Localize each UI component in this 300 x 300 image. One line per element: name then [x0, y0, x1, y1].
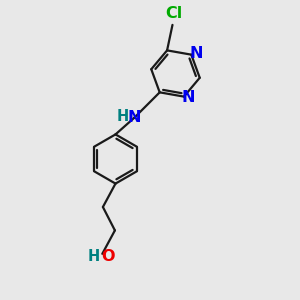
Text: H: H	[117, 109, 129, 124]
Text: N: N	[189, 46, 202, 61]
Text: Cl: Cl	[165, 6, 183, 21]
Text: N: N	[182, 90, 195, 105]
Text: N: N	[128, 110, 141, 125]
Text: O: O	[101, 249, 115, 264]
Text: H: H	[88, 249, 100, 264]
